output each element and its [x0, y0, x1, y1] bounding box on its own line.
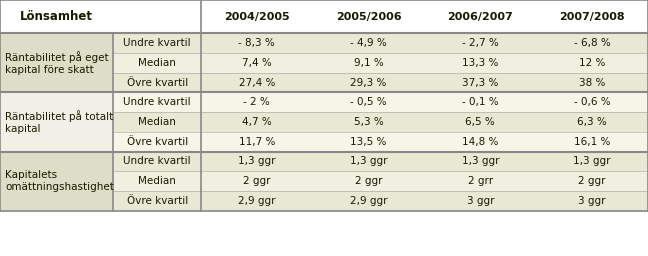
- Text: 12 %: 12 %: [579, 58, 605, 68]
- Text: 9,1 %: 9,1 %: [354, 58, 384, 68]
- Text: Övre kvartil: Övre kvartil: [126, 137, 188, 147]
- Text: 13,5 %: 13,5 %: [351, 137, 387, 147]
- Bar: [0, 33, 113, 92]
- Text: - 8,3 %: - 8,3 %: [238, 38, 275, 48]
- Text: 16,1 %: 16,1 %: [574, 137, 610, 147]
- Text: Övre kvartil: Övre kvartil: [126, 78, 188, 88]
- Text: 7,4 %: 7,4 %: [242, 58, 272, 68]
- Text: 4,7 %: 4,7 %: [242, 117, 272, 127]
- Bar: [0, 0, 648, 33]
- Text: 5,3 %: 5,3 %: [354, 117, 384, 127]
- Bar: [113, 191, 648, 211]
- Text: 1,3 ggr: 1,3 ggr: [461, 156, 499, 166]
- Bar: [113, 171, 648, 191]
- Text: 3 ggr: 3 ggr: [467, 196, 494, 206]
- Text: Räntabilitet på totalt
kapital: Räntabilitet på totalt kapital: [5, 110, 113, 134]
- Text: Median: Median: [138, 58, 176, 68]
- Bar: [113, 92, 648, 112]
- Text: 14,8 %: 14,8 %: [462, 137, 498, 147]
- Text: Räntabilitet på eget
kapital före skatt: Räntabilitet på eget kapital före skatt: [5, 51, 109, 74]
- Text: 13,3 %: 13,3 %: [462, 58, 498, 68]
- Text: 3 ggr: 3 ggr: [579, 196, 606, 206]
- Text: 2005/2006: 2005/2006: [336, 12, 401, 22]
- Text: Undre kvartil: Undre kvartil: [123, 156, 191, 166]
- Bar: [0, 152, 113, 211]
- Text: - 0,5 %: - 0,5 %: [350, 97, 387, 107]
- Text: 2007/2008: 2007/2008: [559, 12, 625, 22]
- Bar: [113, 53, 648, 73]
- Bar: [0, 92, 113, 152]
- Text: Undre kvartil: Undre kvartil: [123, 38, 191, 48]
- Bar: [113, 33, 648, 53]
- Bar: [113, 73, 648, 92]
- Text: 2006/2007: 2006/2007: [448, 12, 513, 22]
- Text: 1,3 ggr: 1,3 ggr: [573, 156, 611, 166]
- Text: 38 %: 38 %: [579, 78, 605, 88]
- Text: Övre kvartil: Övre kvartil: [126, 196, 188, 206]
- Text: 2 ggr: 2 ggr: [579, 176, 606, 186]
- Text: 37,3 %: 37,3 %: [462, 78, 498, 88]
- Text: - 4,9 %: - 4,9 %: [350, 38, 387, 48]
- Text: 27,4 %: 27,4 %: [238, 78, 275, 88]
- Text: - 2,7 %: - 2,7 %: [462, 38, 499, 48]
- Text: 1,3 ggr: 1,3 ggr: [350, 156, 388, 166]
- Text: Undre kvartil: Undre kvartil: [123, 97, 191, 107]
- Bar: [113, 132, 648, 152]
- Text: 2 ggr: 2 ggr: [243, 176, 270, 186]
- Text: 29,3 %: 29,3 %: [351, 78, 387, 88]
- Text: - 6,8 %: - 6,8 %: [573, 38, 610, 48]
- Text: 2,9 ggr: 2,9 ggr: [238, 196, 275, 206]
- Text: Median: Median: [138, 176, 176, 186]
- Text: 2 grr: 2 grr: [468, 176, 493, 186]
- Bar: [113, 152, 648, 171]
- Text: 1,3 ggr: 1,3 ggr: [238, 156, 275, 166]
- Text: 6,5 %: 6,5 %: [465, 117, 495, 127]
- Bar: [113, 112, 648, 132]
- Text: 2 ggr: 2 ggr: [355, 176, 382, 186]
- Text: 2,9 ggr: 2,9 ggr: [350, 196, 388, 206]
- Text: - 0,6 %: - 0,6 %: [573, 97, 610, 107]
- Text: Lönsamhet: Lönsamhet: [20, 10, 93, 23]
- Text: 11,7 %: 11,7 %: [238, 137, 275, 147]
- Text: 2004/2005: 2004/2005: [224, 12, 290, 22]
- Text: - 2 %: - 2 %: [244, 97, 270, 107]
- Text: Kapitalets
omättningshastighet: Kapitalets omättningshastighet: [5, 170, 114, 192]
- Text: - 0,1 %: - 0,1 %: [462, 97, 499, 107]
- Text: Median: Median: [138, 117, 176, 127]
- Text: 6,3 %: 6,3 %: [577, 117, 607, 127]
